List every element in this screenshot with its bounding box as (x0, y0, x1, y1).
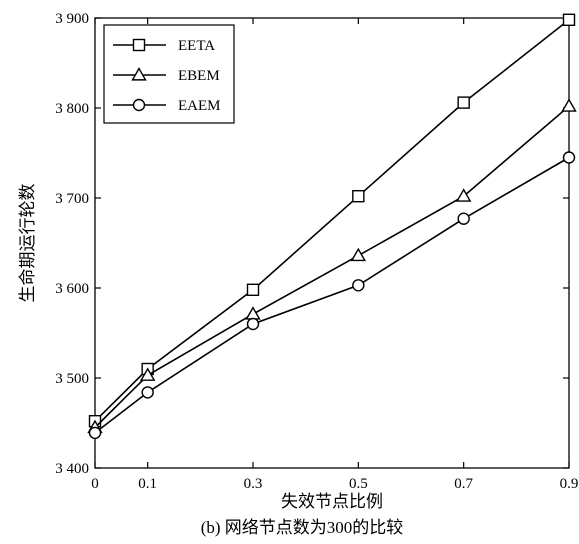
data-point-eeta (352, 189, 365, 203)
data-point-ebem (561, 98, 577, 112)
legend-label-eeta: EETA (178, 38, 215, 54)
y-axis-label: 生命期运行轮数 (18, 184, 37, 303)
y-tick-label: 3 900 (55, 11, 89, 27)
y-tick-label: 3 700 (55, 191, 89, 207)
data-point-eaem (88, 426, 102, 440)
data-point-eaem (141, 386, 154, 399)
plot-frame (94, 17, 570, 469)
legend-label-ebem: EBEM (178, 68, 220, 84)
data-point-eaem (562, 151, 576, 164)
x-tick-label: 0 (91, 476, 99, 492)
x-tick-label: 0.5 (349, 476, 368, 492)
legend-box (103, 24, 235, 124)
series-line-ebem (94, 105, 570, 429)
data-point-eaem (457, 212, 470, 225)
y-tick-label: 3 600 (55, 281, 89, 297)
x-tick-label: 0.1 (138, 476, 157, 492)
data-point-ebem (139, 367, 156, 381)
y-tick-label: 3 500 (55, 371, 89, 387)
x-tick-label: 0.7 (454, 476, 473, 492)
series-line-eeta (94, 19, 570, 422)
data-point-eeta (246, 283, 260, 296)
legend-marker-eaem (132, 98, 146, 112)
data-point-eeta (457, 96, 470, 109)
x-axis-label: 失效节点比例 (281, 492, 383, 511)
y-tick-label: 3 800 (55, 101, 89, 117)
x-tick-label: 0.9 (560, 476, 579, 492)
data-point-ebem (350, 247, 367, 262)
legend-marker-eeta (132, 38, 146, 52)
y-tick-label: 3 400 (55, 461, 89, 477)
data-point-eaem (352, 279, 365, 292)
data-point-ebem (455, 188, 472, 202)
data-point-eeta (562, 13, 576, 27)
x-tick-label: 0.3 (244, 476, 263, 492)
chart-caption: (b) 网络节点数为300的比较 (201, 518, 404, 537)
series-line-eaem (94, 156, 570, 434)
legend-label-eaem: EAEM (178, 98, 221, 114)
data-point-ebem (245, 306, 261, 320)
data-point-eaem (246, 317, 260, 331)
legend-marker-ebem (131, 67, 147, 81)
